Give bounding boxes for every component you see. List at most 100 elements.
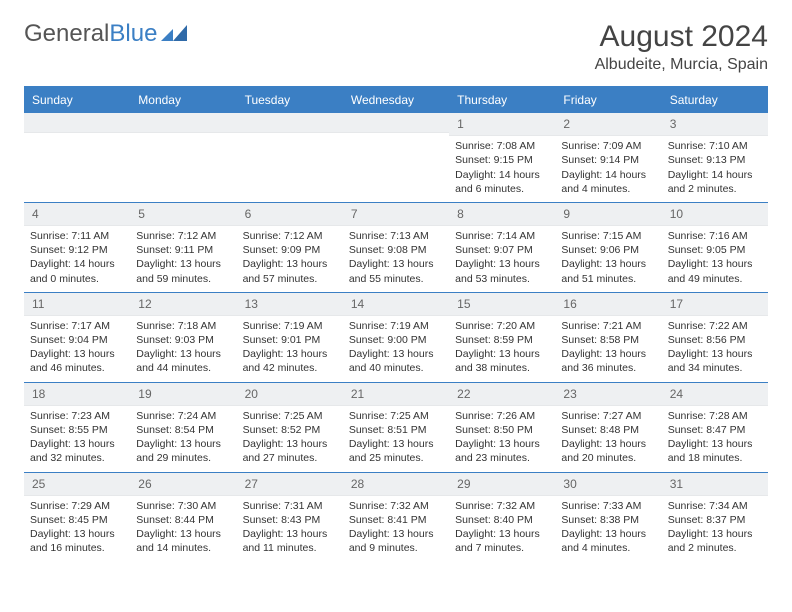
sunrise-line: Sunrise: 7:10 AM — [668, 139, 762, 153]
day-number: 25 — [24, 473, 130, 496]
day-body: Sunrise: 7:23 AMSunset: 8:55 PMDaylight:… — [24, 406, 130, 472]
day-cell: 14Sunrise: 7:19 AMSunset: 9:00 PMDayligh… — [343, 293, 449, 382]
sunrise-line: Sunrise: 7:14 AM — [455, 229, 549, 243]
daylight-line-1: Daylight: 13 hours — [561, 257, 655, 271]
day-cell: 22Sunrise: 7:26 AMSunset: 8:50 PMDayligh… — [449, 383, 555, 472]
sunset-line: Sunset: 8:48 PM — [561, 423, 655, 437]
day-cell: 2Sunrise: 7:09 AMSunset: 9:14 PMDaylight… — [555, 113, 661, 202]
daylight-line-1: Daylight: 13 hours — [668, 257, 762, 271]
daylight-line-2: and 59 minutes. — [136, 272, 230, 286]
sunset-line: Sunset: 8:47 PM — [668, 423, 762, 437]
day-cell: 19Sunrise: 7:24 AMSunset: 8:54 PMDayligh… — [130, 383, 236, 472]
location: Albudeite, Murcia, Spain — [595, 56, 768, 74]
daylight-line-1: Daylight: 13 hours — [30, 527, 124, 541]
sunrise-line: Sunrise: 7:32 AM — [349, 499, 443, 513]
daylight-line-1: Daylight: 13 hours — [349, 257, 443, 271]
header: GeneralBlue August 2024 Albudeite, Murci… — [24, 20, 768, 74]
daylight-line-2: and 53 minutes. — [455, 272, 549, 286]
day-number — [24, 113, 130, 133]
daylight-line-1: Daylight: 13 hours — [455, 347, 549, 361]
title-block: August 2024 Albudeite, Murcia, Spain — [595, 20, 768, 74]
daylight-line-1: Daylight: 13 hours — [30, 347, 124, 361]
day-body: Sunrise: 7:16 AMSunset: 9:05 PMDaylight:… — [662, 226, 768, 292]
day-body: Sunrise: 7:34 AMSunset: 8:37 PMDaylight:… — [662, 496, 768, 562]
day-body: Sunrise: 7:30 AMSunset: 8:44 PMDaylight:… — [130, 496, 236, 562]
weekday-header: Friday — [555, 88, 661, 112]
day-body: Sunrise: 7:26 AMSunset: 8:50 PMDaylight:… — [449, 406, 555, 472]
sunset-line: Sunset: 9:05 PM — [668, 243, 762, 257]
day-number: 28 — [343, 473, 449, 496]
day-body: Sunrise: 7:25 AMSunset: 8:52 PMDaylight:… — [237, 406, 343, 472]
day-number — [343, 113, 449, 133]
day-cell: 31Sunrise: 7:34 AMSunset: 8:37 PMDayligh… — [662, 473, 768, 562]
logo-text-2: Blue — [109, 20, 157, 48]
day-body: Sunrise: 7:25 AMSunset: 8:51 PMDaylight:… — [343, 406, 449, 472]
day-number: 30 — [555, 473, 661, 496]
sunrise-line: Sunrise: 7:31 AM — [243, 499, 337, 513]
day-body: Sunrise: 7:15 AMSunset: 9:06 PMDaylight:… — [555, 226, 661, 292]
daylight-line-1: Daylight: 13 hours — [136, 347, 230, 361]
sunset-line: Sunset: 8:58 PM — [561, 333, 655, 347]
daylight-line-1: Daylight: 14 hours — [30, 257, 124, 271]
daylight-line-1: Daylight: 13 hours — [243, 527, 337, 541]
daylight-line-2: and 2 minutes. — [668, 541, 762, 555]
sunset-line: Sunset: 8:40 PM — [455, 513, 549, 527]
daylight-line-2: and 2 minutes. — [668, 182, 762, 196]
daylight-line-2: and 23 minutes. — [455, 451, 549, 465]
day-number: 31 — [662, 473, 768, 496]
day-number: 16 — [555, 293, 661, 316]
day-number: 2 — [555, 113, 661, 136]
sunset-line: Sunset: 9:01 PM — [243, 333, 337, 347]
sunset-line: Sunset: 9:00 PM — [349, 333, 443, 347]
daylight-line-2: and 46 minutes. — [30, 361, 124, 375]
sunrise-line: Sunrise: 7:27 AM — [561, 409, 655, 423]
day-body: Sunrise: 7:22 AMSunset: 8:56 PMDaylight:… — [662, 316, 768, 382]
sunset-line: Sunset: 9:07 PM — [455, 243, 549, 257]
day-cell: 4Sunrise: 7:11 AMSunset: 9:12 PMDaylight… — [24, 203, 130, 292]
day-body: Sunrise: 7:20 AMSunset: 8:59 PMDaylight:… — [449, 316, 555, 382]
sunset-line: Sunset: 8:43 PM — [243, 513, 337, 527]
day-body: Sunrise: 7:24 AMSunset: 8:54 PMDaylight:… — [130, 406, 236, 472]
sunrise-line: Sunrise: 7:33 AM — [561, 499, 655, 513]
day-number — [130, 113, 236, 133]
sunrise-line: Sunrise: 7:19 AM — [243, 319, 337, 333]
sunrise-line: Sunrise: 7:22 AM — [668, 319, 762, 333]
daylight-line-1: Daylight: 13 hours — [668, 347, 762, 361]
day-cell: 10Sunrise: 7:16 AMSunset: 9:05 PMDayligh… — [662, 203, 768, 292]
daylight-line-2: and 18 minutes. — [668, 451, 762, 465]
day-cell: 16Sunrise: 7:21 AMSunset: 8:58 PMDayligh… — [555, 293, 661, 382]
day-body: Sunrise: 7:32 AMSunset: 8:41 PMDaylight:… — [343, 496, 449, 562]
day-body: Sunrise: 7:11 AMSunset: 9:12 PMDaylight:… — [24, 226, 130, 292]
sunrise-line: Sunrise: 7:08 AM — [455, 139, 549, 153]
sunrise-line: Sunrise: 7:34 AM — [668, 499, 762, 513]
day-cell: 30Sunrise: 7:33 AMSunset: 8:38 PMDayligh… — [555, 473, 661, 562]
day-cell: 28Sunrise: 7:32 AMSunset: 8:41 PMDayligh… — [343, 473, 449, 562]
sunset-line: Sunset: 8:44 PM — [136, 513, 230, 527]
day-cell: 7Sunrise: 7:13 AMSunset: 9:08 PMDaylight… — [343, 203, 449, 292]
day-number: 18 — [24, 383, 130, 406]
sunrise-line: Sunrise: 7:21 AM — [561, 319, 655, 333]
day-cell: 29Sunrise: 7:32 AMSunset: 8:40 PMDayligh… — [449, 473, 555, 562]
day-number: 29 — [449, 473, 555, 496]
daylight-line-2: and 40 minutes. — [349, 361, 443, 375]
daylight-line-2: and 0 minutes. — [30, 272, 124, 286]
day-body: Sunrise: 7:28 AMSunset: 8:47 PMDaylight:… — [662, 406, 768, 472]
daylight-line-2: and 49 minutes. — [668, 272, 762, 286]
calendar: SundayMondayTuesdayWednesdayThursdayFrid… — [24, 86, 768, 561]
day-cell — [24, 113, 130, 202]
daylight-line-1: Daylight: 13 hours — [136, 257, 230, 271]
day-body: Sunrise: 7:17 AMSunset: 9:04 PMDaylight:… — [24, 316, 130, 382]
daylight-line-1: Daylight: 13 hours — [349, 437, 443, 451]
sunset-line: Sunset: 8:45 PM — [30, 513, 124, 527]
daylight-line-2: and 29 minutes. — [136, 451, 230, 465]
sunset-line: Sunset: 9:12 PM — [30, 243, 124, 257]
weekday-row: SundayMondayTuesdayWednesdayThursdayFrid… — [24, 88, 768, 112]
day-body: Sunrise: 7:33 AMSunset: 8:38 PMDaylight:… — [555, 496, 661, 562]
daylight-line-2: and 9 minutes. — [349, 541, 443, 555]
daylight-line-2: and 42 minutes. — [243, 361, 337, 375]
day-body: Sunrise: 7:31 AMSunset: 8:43 PMDaylight:… — [237, 496, 343, 562]
day-cell: 6Sunrise: 7:12 AMSunset: 9:09 PMDaylight… — [237, 203, 343, 292]
day-number: 9 — [555, 203, 661, 226]
day-number: 11 — [24, 293, 130, 316]
day-number: 6 — [237, 203, 343, 226]
